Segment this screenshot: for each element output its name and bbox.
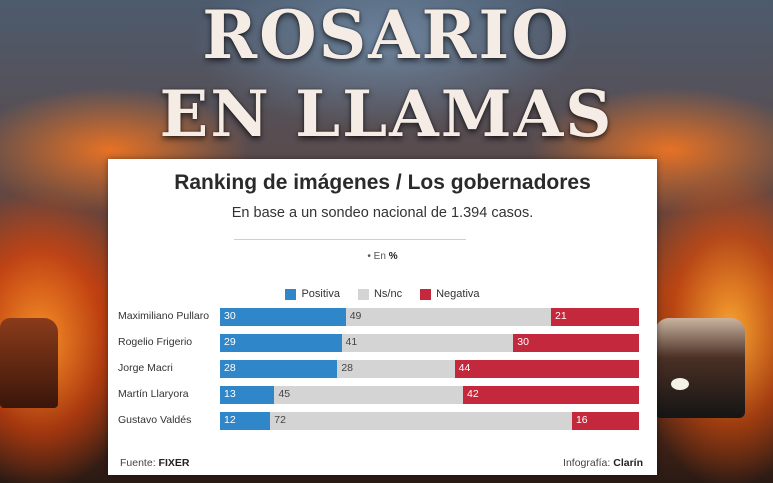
stacked-bar: 29 41 30	[220, 334, 639, 352]
stacked-bar: 12 72 16	[220, 412, 639, 430]
unit-note-value: %	[388, 251, 398, 262]
legend-item-positiva: Positiva	[285, 287, 340, 301]
chart-subtitle: En base a un sondeo nacional de 1.394 ca…	[231, 205, 534, 221]
bar-segment-positiva: 30	[220, 308, 346, 326]
legend-swatch-negativa	[420, 288, 432, 300]
data-label: 29	[224, 336, 236, 348]
bar-segment-nsnc: 45	[274, 386, 464, 404]
headline-line-1: ROSARIO	[202, 0, 571, 74]
chart-row: Maximiliano Pullaro 30 49 21	[108, 308, 657, 326]
legend-item-nsnc: Ns/nc	[357, 287, 403, 301]
divider	[234, 239, 466, 240]
bar-segment-positiva: 29	[220, 334, 342, 352]
bar-segment-negativa: 21	[550, 308, 639, 326]
category-label: Maximiliano Pullaro	[118, 310, 210, 322]
category-label: Jorge Macri	[118, 362, 173, 374]
bar-segment-nsnc: 28	[337, 360, 455, 378]
legend-label-positiva: Positiva	[301, 288, 340, 300]
burning-car-right	[655, 318, 745, 418]
unit-note: • En %	[108, 251, 657, 262]
chart-title: Ranking de imágenes / Los gobernadores	[174, 171, 591, 194]
legend-label-nsnc: Ns/nc	[373, 288, 403, 300]
chart-row: Gustavo Valdés 12 72 16	[108, 412, 657, 430]
legend-swatch-positiva	[285, 288, 297, 300]
headline-line-2: EN LLAMAS	[159, 77, 614, 152]
stacked-bar: 28 28 44	[220, 360, 639, 378]
legend-label-negativa: Negativa	[436, 288, 480, 300]
data-label: 49	[349, 310, 362, 322]
chart-row: Rogelio Frigerio 29 41 30	[108, 334, 657, 352]
data-label: 30	[224, 310, 236, 322]
chart-row: Martín Llaryora 13 45 42	[108, 386, 657, 404]
bar-segment-positiva: 13	[220, 386, 275, 404]
data-label: 16	[575, 414, 588, 426]
data-label: 12	[224, 414, 236, 426]
category-label: Martín Llaryora	[118, 388, 189, 400]
category-label: Gustavo Valdés	[118, 414, 192, 426]
chart-credit: Infografía: Clarín	[563, 457, 643, 469]
bar-segment-negativa: 16	[571, 412, 639, 430]
chart-row: Jorge Macri 28 28 44	[108, 360, 657, 378]
bar-segment-negativa: 30	[513, 334, 639, 352]
bar-segment-nsnc: 49	[345, 308, 551, 326]
bar-segment-positiva: 12	[220, 412, 271, 430]
data-label: 42	[467, 388, 479, 400]
data-label: 41	[345, 336, 358, 348]
legend-item-negativa: Negativa	[420, 287, 480, 301]
bar-segment-negativa: 44	[454, 360, 639, 378]
chart-source: Fuente: FIXER	[120, 457, 189, 469]
burning-car-left	[0, 318, 58, 408]
data-label: 21	[554, 310, 567, 322]
bar-segment-nsnc: 41	[341, 334, 514, 352]
bar-segment-negativa: 42	[463, 386, 639, 404]
data-label: 13	[224, 388, 236, 400]
data-label: 28	[224, 362, 236, 374]
chart-card: Ranking de imágenes / Los gobernadores E…	[108, 159, 657, 475]
source-name: FIXER	[158, 457, 190, 469]
unit-note-prefix: • En	[367, 251, 386, 262]
legend-swatch-nsnc	[357, 288, 369, 300]
stacked-bar: 30 49 21	[220, 308, 639, 326]
data-label: 28	[341, 362, 353, 374]
credit-name: Clarín	[613, 457, 643, 469]
data-label: 72	[274, 414, 286, 426]
source-prefix: Fuente:	[120, 457, 156, 469]
bar-segment-nsnc: 72	[270, 412, 572, 430]
category-label: Rogelio Frigerio	[118, 336, 193, 348]
bar-segment-positiva: 28	[220, 360, 338, 378]
chart-legend: Positiva Ns/nc Negativa	[108, 287, 657, 301]
stacked-bar: 13 45 42	[220, 386, 639, 404]
data-label: 44	[458, 362, 471, 374]
data-label: 30	[517, 336, 529, 348]
credit-prefix: Infografía:	[563, 457, 611, 469]
data-label: 45	[278, 388, 291, 400]
